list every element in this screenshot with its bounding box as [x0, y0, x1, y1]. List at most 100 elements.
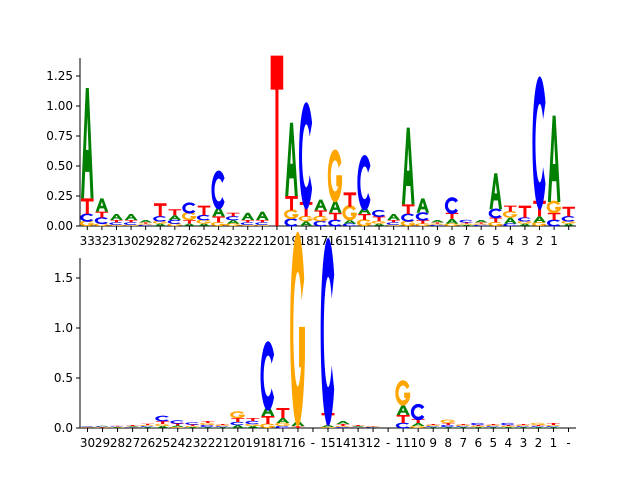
logo-letter-A	[153, 223, 167, 226]
logo-letter-T	[186, 424, 200, 426]
logo-letter-T	[358, 214, 371, 220]
logo-letter-C	[153, 216, 167, 222]
logo-letter-G	[200, 422, 215, 426]
x-tick-label: 11	[396, 436, 411, 450]
logo-letter-C	[313, 220, 327, 227]
logo-letter-C	[80, 213, 94, 222]
x-tick-label: 32	[94, 234, 109, 248]
x-tick-label: 15	[320, 436, 335, 450]
logo-letter-A	[216, 427, 230, 428]
logo-letter-G	[500, 425, 516, 428]
logo-letter-T	[504, 205, 517, 212]
logo-letter-T	[212, 216, 225, 223]
logo-letter-A	[441, 427, 455, 428]
logo-letter-A	[416, 198, 430, 213]
logo-letter-T	[126, 425, 140, 426]
logo-letter-A	[246, 426, 260, 428]
logo-letter-C	[255, 222, 269, 225]
logo-letter-T	[96, 427, 110, 428]
x-tick-label: 25	[155, 436, 170, 450]
logo-letter-G	[400, 220, 416, 227]
logo-letter-T	[226, 212, 240, 217]
logo-letter-G	[530, 422, 546, 426]
logo-letter-C	[386, 222, 400, 225]
logo-letter-C	[335, 426, 350, 429]
logo-letter-C	[320, 238, 335, 426]
logo-letter-A	[343, 220, 357, 224]
logo-letter-G	[415, 223, 430, 227]
logo-letter-C	[425, 425, 440, 428]
logo-letter-G	[230, 411, 245, 419]
logo-letter-T	[156, 421, 170, 424]
logo-letter-G	[313, 215, 328, 222]
y-tick-label: 1.25	[46, 69, 73, 83]
x-tick-label: 21	[255, 234, 270, 248]
logo-letter-G	[515, 424, 531, 427]
logo-letter-T	[336, 424, 350, 426]
logo-letter-T	[314, 210, 327, 217]
logo-letter-G	[488, 221, 503, 227]
logo-letter-C	[211, 170, 225, 210]
logo-letter-C	[226, 216, 240, 221]
logo-letter-A	[299, 221, 313, 226]
logo-letter-A	[471, 427, 485, 428]
logo-letter-C	[95, 426, 109, 428]
logo-letter-C	[230, 421, 245, 426]
logo-letter-A	[396, 405, 410, 415]
logo-letter-G	[138, 223, 153, 225]
x-tick-label: 16	[328, 234, 343, 248]
logo-letter-A	[171, 425, 185, 427]
logo-letter-C	[140, 425, 154, 428]
logo-letter-G	[320, 426, 336, 429]
x-tick-label: 7	[463, 234, 471, 248]
logo-letter-C	[455, 425, 470, 428]
logo-letter-A	[256, 211, 269, 220]
logo-letter-C	[395, 422, 410, 429]
logo-letter-G	[444, 223, 459, 227]
logo-letter-G	[502, 210, 518, 218]
logo-letter-T	[270, 55, 284, 226]
x-tick-label: 27	[125, 436, 140, 450]
logo-letter-T	[241, 220, 255, 223]
x-tick-label: 5	[490, 436, 498, 450]
logo-letter-C	[196, 214, 210, 221]
logo-letter-A	[285, 122, 298, 196]
logo-letter-A	[486, 427, 500, 428]
logo-letter-T	[197, 205, 211, 216]
logo-letter-C	[430, 224, 444, 227]
logo-letter-A	[401, 127, 415, 205]
logo-letter-T	[216, 424, 230, 425]
x-tick-label: 26	[140, 436, 155, 450]
logo-letter-C	[517, 217, 531, 222]
logo-letter-A	[456, 427, 470, 428]
logo-letter-G	[473, 223, 488, 225]
logo-letter-A	[351, 426, 365, 427]
logo-letter-T	[95, 211, 109, 218]
logo-letter-A	[291, 421, 305, 426]
logo-letter-G	[545, 424, 561, 427]
logo-letter-G	[371, 220, 386, 224]
logo-letter-G	[430, 223, 445, 225]
logo-letter-A	[111, 427, 125, 428]
x-tick-label: 15	[342, 234, 357, 248]
logo-letter-A	[183, 223, 196, 226]
logo-letter-A	[426, 427, 440, 428]
logo-letter-A	[95, 198, 109, 212]
logo-letter-G	[327, 149, 343, 203]
logo-letter-G	[470, 425, 486, 428]
logo-letter-A	[212, 206, 225, 217]
logo-letter-A	[81, 88, 94, 199]
logo-letter-A	[546, 427, 560, 428]
logo-letter-T	[547, 212, 561, 220]
x-tick-label: 8	[448, 234, 456, 248]
logo-letter-T	[396, 415, 410, 423]
logo-letter-T	[110, 220, 123, 223]
x-tick-label: 12	[386, 234, 401, 248]
logo-letter-T	[81, 198, 94, 214]
x-tick-label: 6	[477, 234, 485, 248]
logo-letter-T	[518, 205, 532, 218]
logo-letter-G	[196, 219, 211, 224]
y-tick-label: 0.00	[46, 219, 73, 233]
logo-letter-G	[440, 419, 456, 424]
logo-letter-C	[531, 425, 545, 428]
